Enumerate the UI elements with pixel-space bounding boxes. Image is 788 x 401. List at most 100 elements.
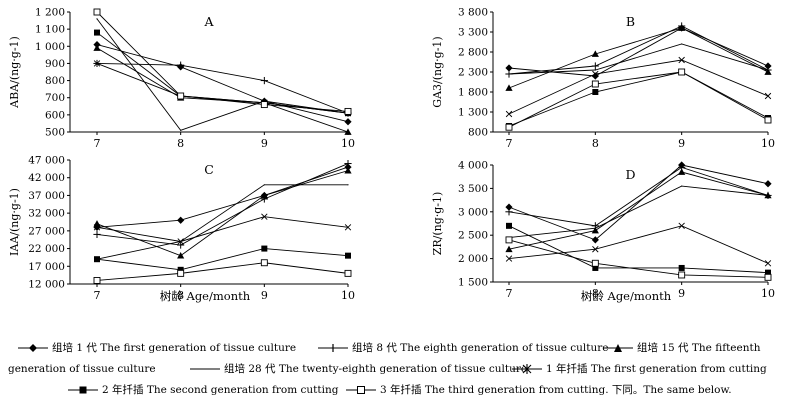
series-6-point bbox=[592, 264, 599, 271]
y-tick-label: 600 bbox=[45, 109, 65, 121]
series-1-point bbox=[344, 118, 352, 126]
y-tick-label: 3 500 bbox=[458, 183, 488, 195]
x-tick-label: 10 bbox=[761, 287, 775, 300]
series-line-1 bbox=[96, 44, 349, 123]
legend-label: 组培 1 代 The first generation of tissue cu… bbox=[52, 342, 297, 354]
star-d2 bbox=[261, 213, 268, 220]
series-line-5 bbox=[96, 216, 349, 242]
series-4-point bbox=[594, 69, 596, 71]
series-3-point bbox=[93, 44, 101, 51]
x-tick-label: 9 bbox=[678, 287, 685, 300]
series-7-point bbox=[344, 107, 352, 115]
series-1-point bbox=[764, 180, 772, 188]
series-4-point bbox=[347, 184, 349, 186]
series-5-point bbox=[93, 60, 101, 67]
legend-row-2: generation of tissue culture 组培 28 代 The… bbox=[0, 361, 788, 377]
star-d2 bbox=[505, 110, 513, 118]
x-tick-label: 9 bbox=[678, 137, 685, 150]
series-5-point bbox=[344, 224, 352, 231]
series-2-point bbox=[177, 241, 185, 249]
x-tick-label: 9 bbox=[261, 289, 268, 302]
series-3-point bbox=[591, 50, 599, 57]
panel-c: 12 000 17 000 22 000 27 000 32 000 37 000 42 0… bbox=[8, 155, 355, 303]
legend-label: 2 年扦插 The second generation from cutting bbox=[102, 384, 339, 396]
series-7-point bbox=[93, 277, 101, 284]
series-1-point bbox=[591, 236, 599, 244]
panel-letter-d: D bbox=[625, 167, 635, 182]
series-3-point bbox=[260, 191, 268, 199]
series-3-point bbox=[93, 220, 101, 227]
series-line-4 bbox=[508, 185, 769, 238]
x-tick-label: 7 bbox=[94, 289, 101, 302]
y-tick-label: 47 000 bbox=[28, 155, 65, 167]
panel-a: 500 600 700 800 900 1 000 1 100 1 200 7 8 9 10 A ABA/… bbox=[8, 7, 355, 151]
y-tick-label: 800 bbox=[468, 127, 488, 139]
series-6-point bbox=[261, 245, 268, 252]
y-tick-label: 4 000 bbox=[458, 160, 488, 172]
series-5-point bbox=[592, 246, 599, 253]
panel-letter-b: B bbox=[626, 14, 635, 29]
legend-row-1: 组培 1 代 The first generation of tissue cu… bbox=[0, 340, 788, 356]
series-5-point bbox=[764, 92, 772, 100]
y-tick-label: 3 000 bbox=[458, 206, 488, 218]
series-1-point bbox=[177, 216, 185, 224]
legend-label: 1 年扦插 The first generation from cutting bbox=[546, 363, 767, 375]
series-2-point bbox=[93, 230, 101, 238]
legend-triangle-icon bbox=[603, 344, 633, 352]
x-tick-label: 7 bbox=[506, 137, 513, 150]
series-7-point bbox=[93, 8, 101, 16]
star-d2 bbox=[177, 238, 184, 245]
series-5-point bbox=[93, 224, 101, 231]
x-tick-label: 9 bbox=[261, 137, 268, 150]
x-tick-label: 7 bbox=[506, 287, 513, 300]
y-tick-label: 800 bbox=[45, 75, 65, 87]
series-line-2 bbox=[96, 163, 349, 246]
legend-label: 组培 28 代 The twenty-eighth generation of … bbox=[224, 363, 528, 375]
y-tick-label: 500 bbox=[45, 127, 65, 139]
series-line-3 bbox=[508, 27, 769, 89]
y-tick-label: 27 000 bbox=[28, 225, 65, 237]
legend-line-icon bbox=[190, 368, 220, 370]
y-tick-label: 1 200 bbox=[35, 7, 65, 19]
star-d2 bbox=[592, 246, 599, 253]
legend-diamond-icon bbox=[18, 344, 48, 352]
star-d2 bbox=[93, 60, 101, 67]
y-tick-label: 1 500 bbox=[458, 277, 488, 289]
y-tick-label: 17 000 bbox=[28, 261, 65, 273]
series-3-point bbox=[678, 24, 686, 31]
series-line-5 bbox=[508, 59, 769, 115]
star-d2 bbox=[764, 260, 772, 267]
panel-letter-a: A bbox=[203, 14, 214, 29]
y-axis-title: ABA/(ng·g-1) bbox=[8, 36, 21, 109]
series-line-2 bbox=[508, 25, 769, 75]
legend-item-1: 组培 1 代 The first generation of tissue cu… bbox=[18, 340, 296, 356]
series-line-7 bbox=[96, 11, 349, 112]
star-d2 bbox=[505, 255, 513, 262]
series-line-7 bbox=[508, 71, 769, 128]
legend-item-3-continuation: generation of tissue culture bbox=[8, 363, 156, 375]
y-tick-label: 22 000 bbox=[28, 243, 65, 255]
series-6-point bbox=[678, 264, 685, 271]
legend-plus-icon bbox=[318, 344, 348, 352]
y-tick-label: 12 000 bbox=[28, 279, 65, 291]
series-line-7 bbox=[508, 239, 769, 278]
legend-item-7: 3 年扦插 The third generation from cutting.… bbox=[346, 382, 732, 398]
legend-label: 组培 8 代 The eighth generation of tissue c… bbox=[352, 342, 609, 354]
series-7-point bbox=[591, 80, 599, 88]
series-line-5 bbox=[508, 225, 769, 264]
legend-item-6: 2 年扦插 The second generation from cutting bbox=[68, 382, 338, 398]
series-5-point bbox=[764, 260, 772, 267]
y-tick-label: 700 bbox=[45, 92, 65, 104]
series-3-point bbox=[344, 167, 352, 174]
series-3-point bbox=[591, 226, 599, 234]
series-6-point bbox=[94, 29, 100, 36]
series-line-4 bbox=[96, 18, 349, 131]
series-4-point bbox=[594, 227, 596, 229]
star-d2 bbox=[678, 222, 685, 230]
series-line-2 bbox=[508, 166, 769, 227]
panel-letter-c: C bbox=[204, 162, 214, 177]
series-line-6 bbox=[508, 71, 769, 127]
series-7-point bbox=[764, 116, 772, 124]
series-line-1 bbox=[508, 164, 769, 241]
